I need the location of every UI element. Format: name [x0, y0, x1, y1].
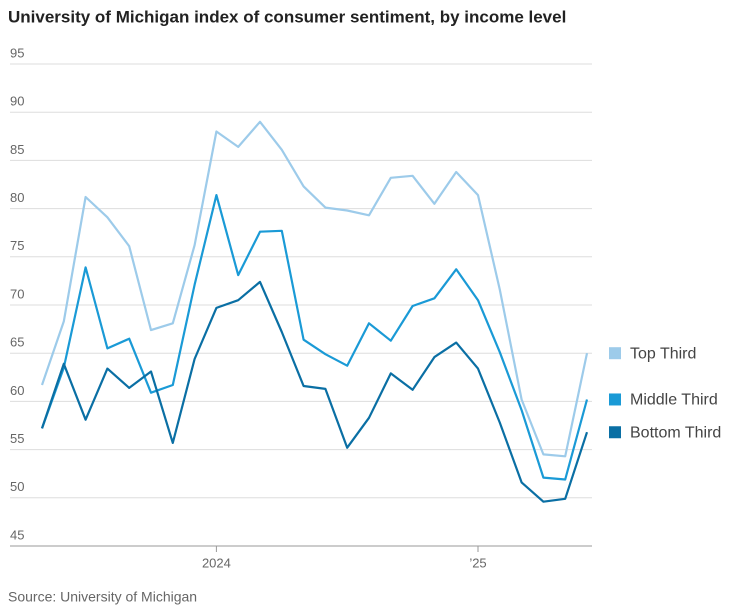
y-tick-label: 75: [10, 238, 24, 253]
legend-label: Bottom Third: [630, 424, 721, 441]
y-tick-label: 55: [10, 431, 24, 446]
legend-label: Top Third: [630, 345, 696, 362]
series-line: [40, 194, 589, 481]
y-tick-label: 50: [10, 479, 24, 494]
source: Source: University of Michigan: [8, 589, 197, 605]
legend-swatch: [609, 393, 621, 406]
x-tick-label: ’25: [469, 555, 486, 570]
legend-swatch: [609, 426, 621, 439]
y-tick-label: 65: [10, 335, 24, 350]
y-tick-label: 70: [10, 286, 24, 301]
chart-title: University of Michigan index of consumer…: [8, 7, 566, 26]
series-line: [40, 120, 589, 458]
x-tick-label: 2024: [202, 555, 231, 570]
series-line: [40, 280, 589, 503]
y-tick-label: 80: [10, 190, 24, 205]
legend-label: Middle Third: [630, 392, 718, 409]
y-tick-label: 95: [10, 45, 24, 60]
y-tick-label: 45: [10, 527, 24, 542]
legend-swatch: [609, 347, 621, 360]
y-tick-label: 90: [10, 94, 24, 109]
y-tick-label: 60: [10, 383, 24, 398]
y-tick-label: 85: [10, 142, 24, 157]
